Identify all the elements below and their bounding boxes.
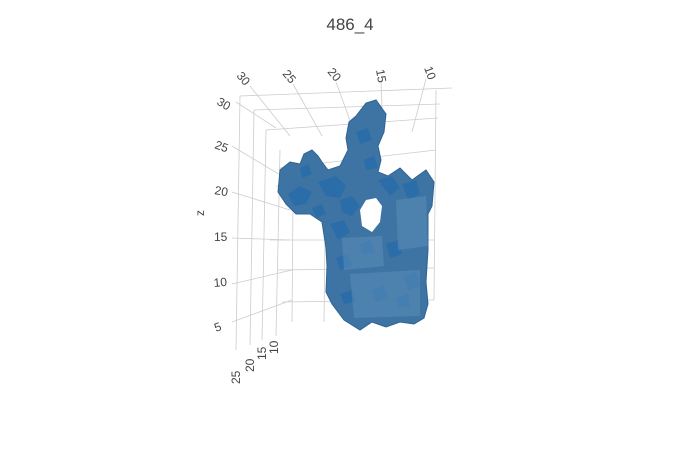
grid-line: [231, 237, 291, 241]
z-tick-label: 30: [215, 94, 234, 113]
y-tick-label: 25: [229, 370, 243, 384]
z-tick-label: 5: [212, 319, 223, 335]
grid-line: [231, 191, 291, 211]
x-tick-label: 30: [234, 69, 254, 88]
grid-line: [291, 199, 294, 323]
grid-line: [335, 81, 353, 127]
z-tick-label: 10: [213, 275, 228, 290]
grid-line: [235, 95, 241, 351]
y-axis-ticks: 25 20 15 10: [229, 340, 281, 384]
grid-line: [231, 145, 283, 177]
z-axis-title: z: [193, 210, 207, 216]
y-tick-label: 20: [243, 358, 257, 372]
y-tick-label: 15: [255, 346, 269, 360]
x-tick-label: 15: [373, 68, 389, 84]
x-axis-ticks: 30 25 20 15 10: [234, 64, 439, 88]
z-tick-label: 25: [213, 138, 231, 156]
z-tick-label: 20: [213, 183, 229, 199]
mesh-hole: [360, 198, 382, 232]
grid-line: [411, 78, 427, 133]
grid-line: [249, 109, 255, 346]
grid-line: [231, 299, 293, 323]
x-tick-label: 25: [280, 67, 300, 86]
grid-line: [433, 89, 437, 301]
mesh-highlights: [342, 196, 428, 318]
z-tick-label: 15: [214, 230, 228, 244]
grid-line: [239, 87, 453, 97]
y-tick-label: 10: [267, 340, 281, 354]
grid-line: [253, 103, 441, 111]
grid-line: [323, 239, 326, 323]
grid-line: [261, 129, 267, 341]
grid-line: [231, 269, 293, 285]
x-tick-label: 20: [325, 65, 345, 84]
grid-line: [292, 83, 323, 137]
grid-line: [235, 101, 277, 129]
mesh-surface[interactable]: [277, 99, 435, 331]
chart-title: 486_4: [326, 15, 373, 34]
grid-line: [249, 85, 291, 137]
x-tick-label: 10: [421, 64, 439, 82]
grid-line: [380, 79, 383, 111]
z-axis-ticks: 30 25 20 15 10 5: [212, 94, 233, 334]
